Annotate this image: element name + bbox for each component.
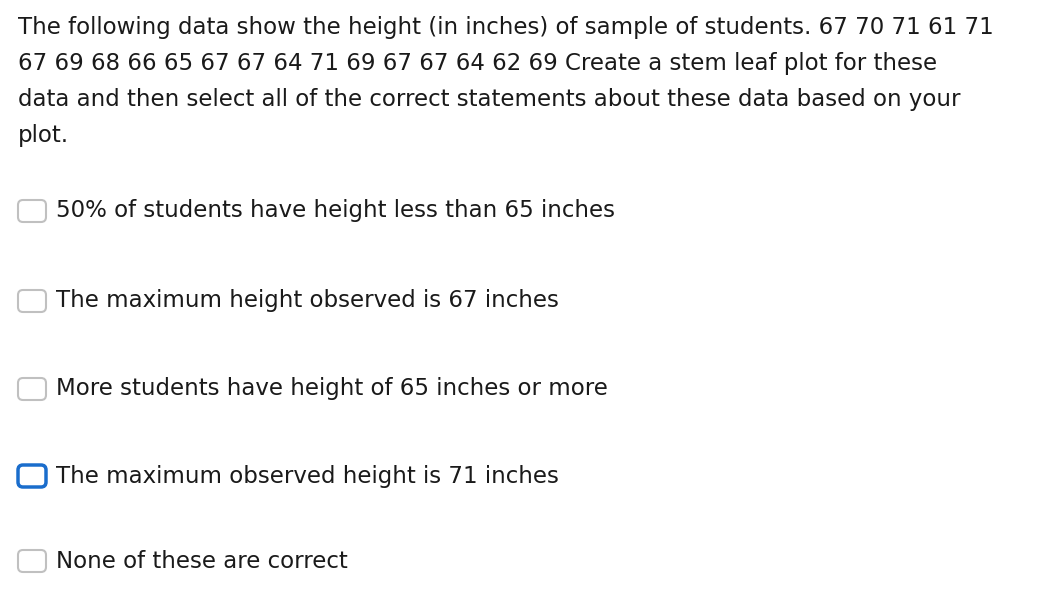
FancyBboxPatch shape	[18, 550, 46, 572]
Text: 50% of students have height less than 65 inches: 50% of students have height less than 65…	[55, 200, 615, 222]
FancyBboxPatch shape	[18, 465, 46, 487]
FancyBboxPatch shape	[18, 200, 46, 222]
Text: The maximum observed height is 71 inches: The maximum observed height is 71 inches	[55, 465, 559, 488]
Text: The maximum height observed is 67 inches: The maximum height observed is 67 inches	[55, 289, 559, 313]
Text: plot.: plot.	[18, 124, 69, 147]
FancyBboxPatch shape	[18, 378, 46, 400]
Text: More students have height of 65 inches or more: More students have height of 65 inches o…	[55, 378, 608, 400]
Text: None of these are correct: None of these are correct	[55, 550, 348, 572]
Text: The following data show the height (in inches) of sample of students. 67 70 71 6: The following data show the height (in i…	[18, 16, 994, 39]
FancyBboxPatch shape	[18, 290, 46, 312]
Text: 67 69 68 66 65 67 67 64 71 69 67 67 64 62 69 Create a stem leaf plot for these: 67 69 68 66 65 67 67 64 71 69 67 67 64 6…	[18, 52, 937, 75]
Text: data and then select all of the correct statements about these data based on you: data and then select all of the correct …	[18, 88, 960, 111]
